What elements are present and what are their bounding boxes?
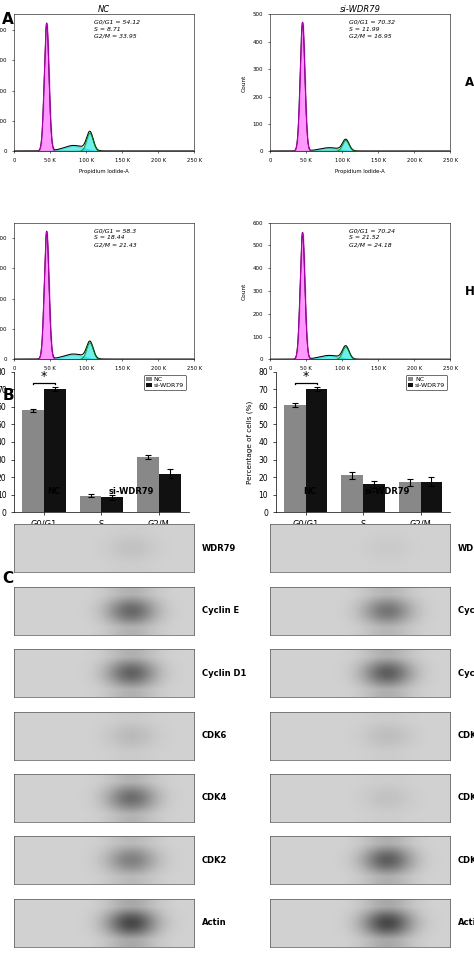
Text: G0/G1 = 54.12
S = 8.71
G2/M = 33.95: G0/G1 = 54.12 S = 8.71 G2/M = 33.95	[93, 20, 139, 39]
Legend: NC, si-WDR79: NC, si-WDR79	[144, 375, 185, 390]
Bar	[341, 475, 363, 512]
Legend: NC, si-WDR79: NC, si-WDR79	[406, 375, 447, 390]
Bar	[420, 482, 442, 512]
Text: 1: 1	[52, 780, 56, 786]
X-axis label: Propidium Iodide-A: Propidium Iodide-A	[335, 169, 385, 174]
Text: CDK6: CDK6	[457, 731, 474, 740]
Text: 1: 1	[308, 655, 312, 661]
Text: 0.05: 0.05	[379, 593, 395, 599]
Text: G0/G1 = 70.32
S = 11.99
G2/M = 16.95: G0/G1 = 70.32 S = 11.99 G2/M = 16.95	[349, 20, 395, 39]
Text: 0.14: 0.14	[124, 780, 139, 786]
Bar	[284, 405, 306, 512]
Text: CDK2: CDK2	[457, 856, 474, 865]
Bar	[22, 411, 44, 512]
Text: 1: 1	[308, 780, 312, 786]
Text: *: *	[41, 369, 47, 383]
Bar	[306, 389, 328, 512]
Bar	[44, 389, 66, 512]
Text: WDR79: WDR79	[201, 544, 236, 553]
Y-axis label: Count: Count	[242, 74, 247, 92]
Text: si-WDR79: si-WDR79	[365, 487, 410, 495]
Text: CDK6: CDK6	[201, 731, 227, 740]
Bar	[137, 457, 159, 512]
Text: B: B	[2, 388, 14, 403]
Text: 1: 1	[52, 904, 56, 910]
X-axis label: Propidium Iodide-A: Propidium Iodide-A: Propidium Iodide-A: Propidium Iodide-A	[309, 377, 411, 382]
Text: H1299: H1299	[465, 284, 474, 298]
Text: 0.50: 0.50	[379, 655, 395, 661]
Text: 1: 1	[308, 904, 312, 910]
Y-axis label: Percentage of cells (%): Percentage of cells (%)	[246, 400, 253, 484]
Text: si-WDR79: si-WDR79	[109, 487, 154, 495]
Text: 0.13: 0.13	[379, 843, 395, 848]
Text: Cyclin D1: Cyclin D1	[457, 669, 474, 678]
Text: G0/G1 = 58.3
S = 18.44
G2/M = 21.43: G0/G1 = 58.3 S = 18.44 G2/M = 21.43	[93, 228, 136, 247]
Text: Cyclin E: Cyclin E	[201, 606, 239, 615]
X-axis label: Propidium Iodide-A: Propidium Iodide-A: Propidium Iodide-A: Propidium Iodide-A	[53, 377, 155, 382]
Text: C: C	[2, 571, 13, 586]
Text: Cyclin D1: Cyclin D1	[201, 669, 246, 678]
Text: 0.48: 0.48	[124, 904, 139, 910]
Text: 1: 1	[52, 593, 56, 599]
Text: 0.66: 0.66	[123, 717, 139, 723]
Title: si-WDR79: si-WDR79	[340, 5, 381, 13]
Text: G0/G1 = 70.24
S = 21.52
G2/M = 24.18: G0/G1 = 70.24 S = 21.52 G2/M = 24.18	[349, 228, 395, 247]
Text: 0.17: 0.17	[379, 780, 395, 786]
Text: NC: NC	[303, 487, 316, 495]
Text: A549: A549	[465, 76, 474, 90]
Bar	[101, 497, 123, 512]
Text: 1: 1	[308, 717, 312, 723]
Text: Actin: Actin	[457, 918, 474, 927]
Text: CDK2: CDK2	[201, 856, 227, 865]
X-axis label: Propidium Iodide-A: Propidium Iodide-A	[80, 169, 129, 174]
Text: 1: 1	[52, 717, 56, 723]
Text: *: *	[302, 369, 309, 383]
Text: Cyclin E: Cyclin E	[457, 606, 474, 615]
Y-axis label: Count: Count	[242, 282, 247, 300]
Bar	[399, 482, 420, 512]
Text: 0.60: 0.60	[123, 843, 139, 848]
Text: Actin: Actin	[201, 918, 226, 927]
Bar	[363, 484, 385, 512]
Text: CDK4: CDK4	[201, 793, 227, 802]
Text: 0.60: 0.60	[379, 717, 395, 723]
Bar	[80, 495, 101, 512]
Text: NC: NC	[47, 487, 60, 495]
Title: NC: NC	[98, 5, 110, 13]
Text: 1: 1	[308, 593, 312, 599]
Text: CDK4: CDK4	[457, 793, 474, 802]
Text: 1: 1	[308, 843, 312, 848]
Text: 0.1: 0.1	[126, 593, 137, 599]
Text: 1: 1	[52, 655, 56, 661]
X-axis label: H1299: H1299	[344, 534, 382, 545]
Text: A: A	[2, 12, 14, 27]
Text: 0.68: 0.68	[123, 655, 139, 661]
Text: 1: 1	[52, 843, 56, 848]
Text: 0.60: 0.60	[379, 904, 395, 910]
Text: WDR79: WDR79	[457, 544, 474, 553]
Bar	[159, 473, 181, 512]
X-axis label: A549: A549	[87, 534, 116, 545]
